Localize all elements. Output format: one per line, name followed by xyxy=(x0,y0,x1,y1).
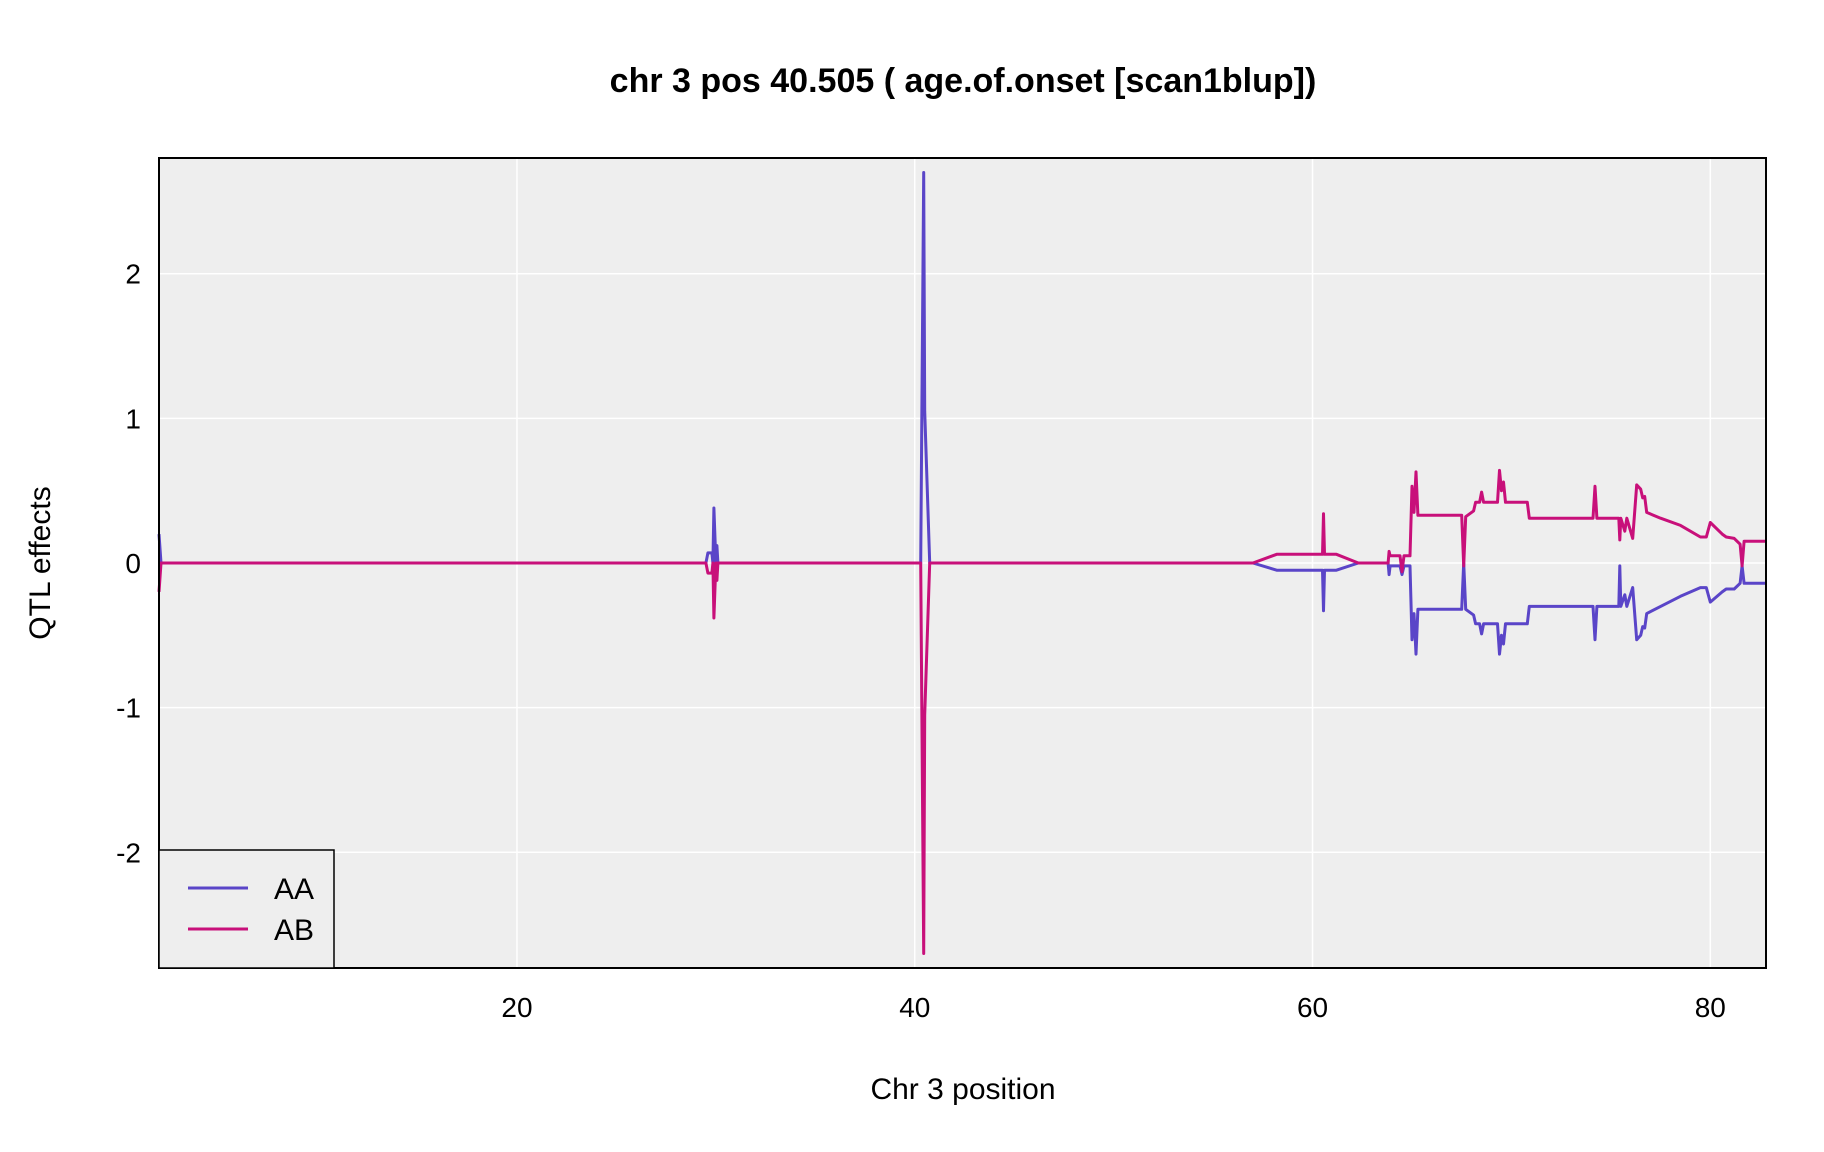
x-axis-ticks: 20 40 60 80 xyxy=(501,992,1725,1023)
series-line-ab xyxy=(157,468,1766,955)
x-tick-label: 60 xyxy=(1297,992,1328,1023)
plot-area xyxy=(157,157,1767,969)
series-line-aa xyxy=(157,171,1766,656)
y-tick-label: 1 xyxy=(125,403,141,434)
x-axis-label: Chr 3 position xyxy=(870,1073,1055,1106)
legend: AA AB xyxy=(158,849,335,969)
series-lines xyxy=(157,171,1766,955)
legend-label-aa: AA xyxy=(274,873,314,906)
x-tick-label: 80 xyxy=(1695,992,1726,1023)
y-axis-ticks: -2 -1 0 1 2 xyxy=(116,259,141,869)
y-axis-label: QTL effects xyxy=(24,486,57,639)
legend-box xyxy=(158,849,335,969)
y-tick-label: -2 xyxy=(116,837,141,868)
x-tick-label: 40 xyxy=(899,992,930,1023)
legend-label-ab: AB xyxy=(274,914,314,947)
x-tick-label: 20 xyxy=(501,992,532,1023)
y-tick-label: 0 xyxy=(125,548,141,579)
chart-title: chr 3 pos 40.505 ( age.of.onset [scan1bl… xyxy=(610,62,1317,100)
y-tick-label: 2 xyxy=(125,259,141,290)
plot-frame xyxy=(158,157,1767,969)
y-tick-label: -1 xyxy=(116,693,141,724)
